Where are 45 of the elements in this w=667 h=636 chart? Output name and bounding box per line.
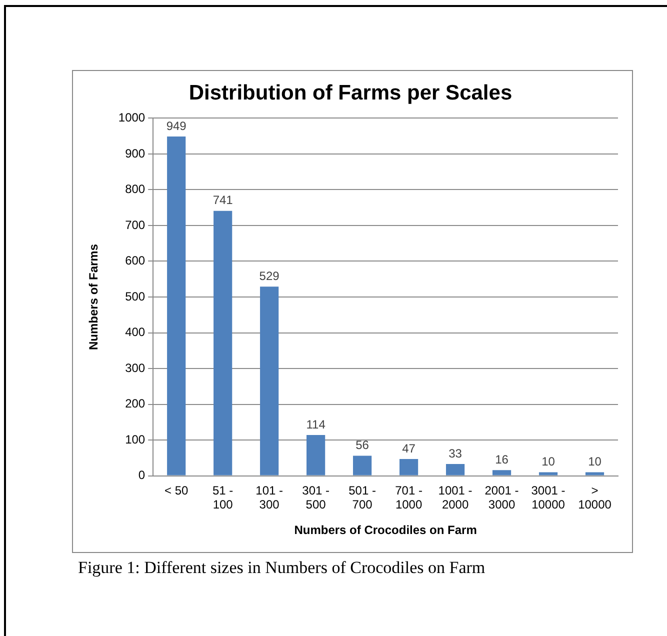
bar [492, 470, 512, 476]
bar [306, 435, 326, 476]
y-tick-label: 0 [138, 468, 146, 482]
x-tick-label: 2001 - 3000 [484, 483, 519, 512]
y-tick-label: 800 [125, 182, 146, 196]
x-tick-label: 701 - 1000 [395, 483, 422, 512]
x-tick-label: 101 - 300 [256, 483, 283, 512]
data-label: 56 [356, 438, 370, 452]
y-tick-label: 600 [125, 254, 146, 268]
data-label: 10 [588, 454, 602, 469]
y-tick-label: 200 [125, 396, 146, 411]
chart-title: Distribution of Farms per Scales [188, 81, 512, 104]
y-tick-label: 1000 [118, 110, 146, 125]
y-tick-label: 900 [125, 146, 146, 160]
y-axis-title: Numbers of Farms [86, 244, 101, 350]
data-label: 47 [402, 441, 416, 456]
bar [214, 210, 232, 476]
bar [167, 136, 186, 476]
bar [399, 458, 418, 476]
y-tick-label: 300 [125, 360, 146, 375]
y-tick-label: 500 [125, 289, 146, 304]
bar [538, 472, 558, 476]
x-tick-label: > 10000 [578, 483, 612, 512]
y-tick-label: 700 [125, 218, 146, 232]
x-tick-label: < 50 [164, 483, 189, 498]
y-tick-label: 400 [125, 325, 146, 340]
x-tick-label: 51 - 100 [212, 483, 234, 512]
bar [353, 456, 372, 476]
x-tick-label: 501 - 700 [348, 483, 376, 512]
data-label: 16 [495, 452, 509, 466]
data-label: 741 [212, 193, 234, 208]
x-tick-label: 3001 - 10000 [531, 483, 566, 512]
bar [260, 286, 279, 476]
data-label: 114 [306, 417, 326, 432]
caption: Figure 1: Different sizes in Numbers of Crocodiles on Farm [78, 558, 486, 578]
data-label: 10 [542, 454, 556, 469]
x-axis-title: Numbers of Crocodiles on Farm [294, 523, 477, 538]
bar [585, 472, 604, 476]
x-tick-label: 1001 - 2000 [438, 483, 472, 512]
y-tick-label: 100 [125, 432, 146, 446]
bar [446, 464, 465, 476]
x-tick-label: 301 - 500 [302, 483, 330, 512]
data-label: 949 [166, 118, 187, 133]
data-label: 529 [259, 268, 280, 283]
data-label: 33 [448, 446, 462, 460]
